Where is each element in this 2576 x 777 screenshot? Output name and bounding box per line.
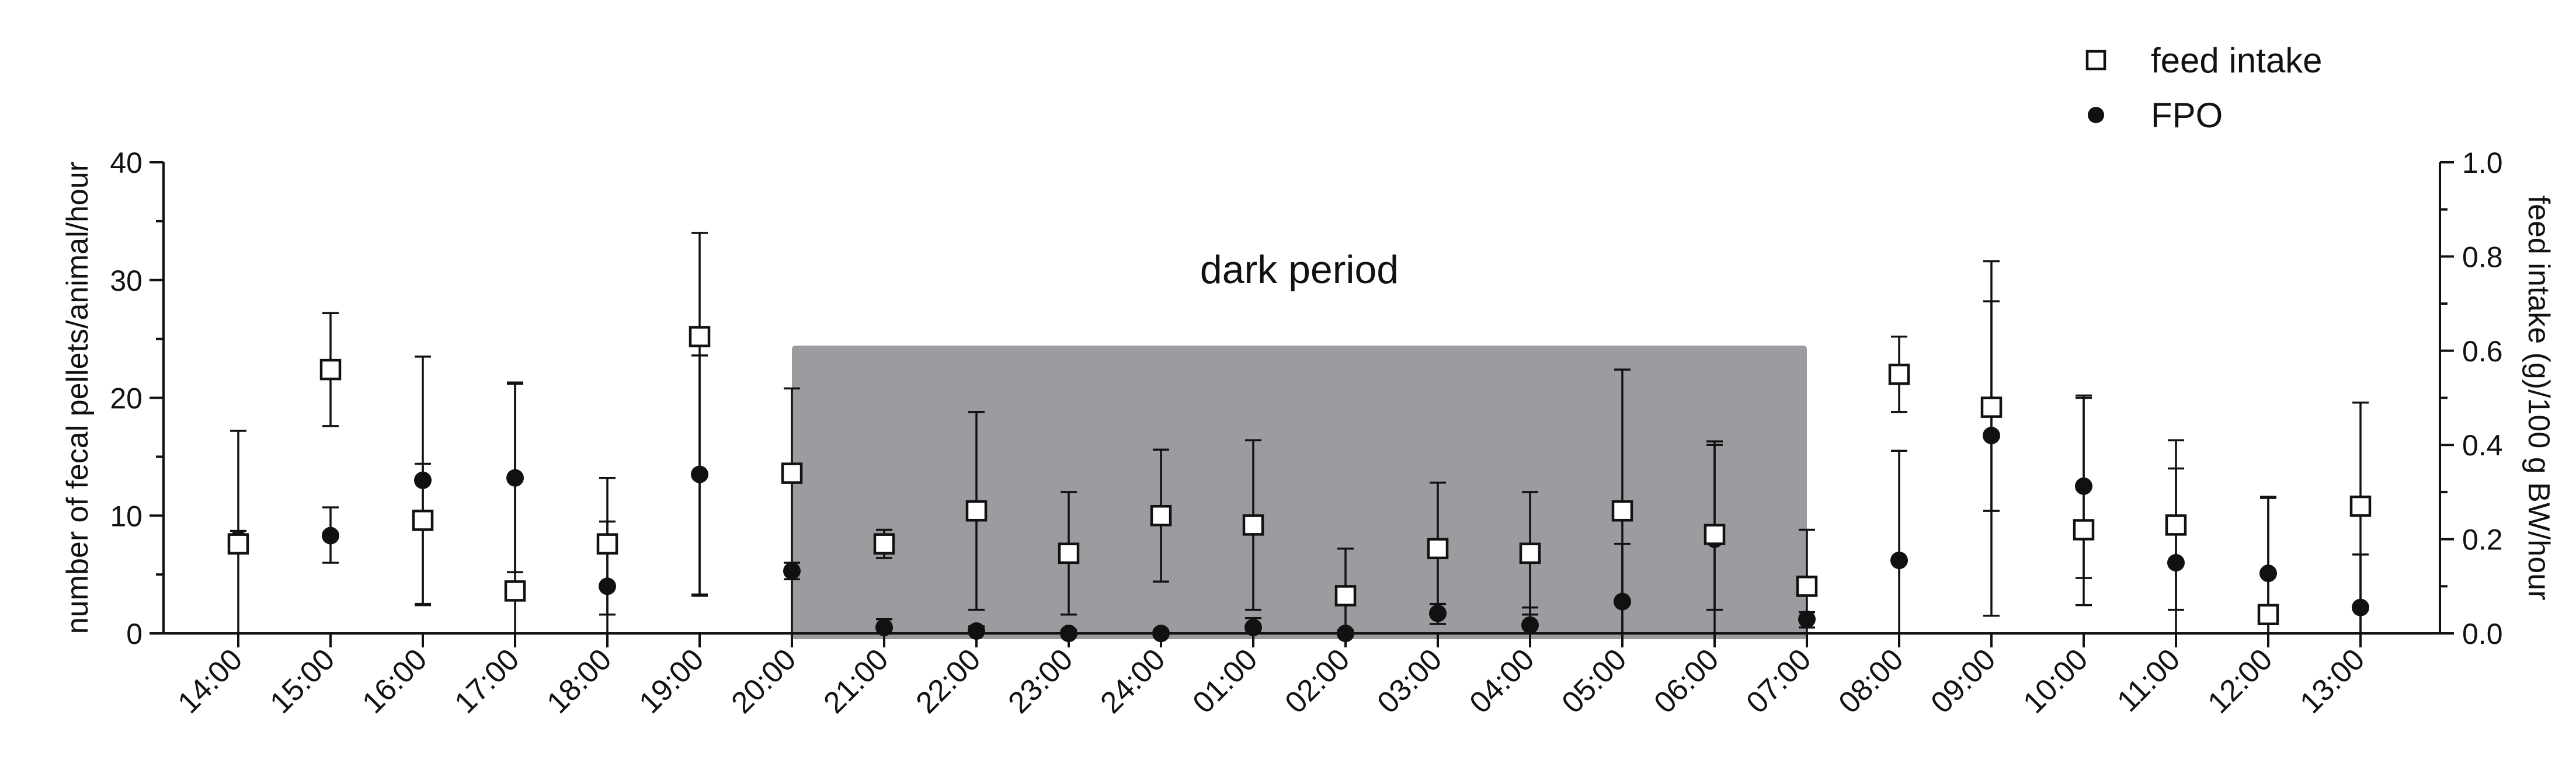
x-tick-label: 05:00: [1555, 642, 1633, 720]
x-tick-label: 07:00: [1740, 642, 1817, 720]
fpo-marker: [506, 469, 524, 487]
fpo-marker: [1798, 610, 1816, 628]
y-left-tick-label: 0: [126, 618, 142, 650]
fpo-marker: [875, 618, 893, 636]
fpo-marker: [783, 562, 801, 580]
x-tick-label: 01:00: [1186, 642, 1264, 720]
x-tick-label: 17:00: [448, 642, 526, 720]
y-left-tick-label: 20: [110, 382, 142, 415]
y-left-tick-label: 10: [110, 500, 142, 532]
x-tick-label: 18:00: [540, 642, 618, 720]
y-left-tick-label: 40: [110, 147, 142, 179]
feed-intake-marker: [781, 462, 803, 484]
feed-intake-marker: [1334, 585, 1357, 607]
x-tick-label: 20:00: [725, 642, 802, 720]
fpo-marker: [1337, 625, 1354, 642]
y-right-tick-label: 0.0: [2462, 618, 2503, 650]
fpo-marker: [1890, 551, 1908, 569]
feed-intake-marker: [2165, 514, 2187, 536]
dark-period-label: dark period: [1200, 248, 1399, 292]
y-right-tick-label: 0.4: [2462, 429, 2503, 462]
feed-intake-marker: [1427, 538, 1449, 559]
feed-intake-marker: [1888, 363, 1910, 385]
legend-feed-intake-label: feed intake: [2151, 41, 2323, 80]
markers-layer: [227, 326, 2372, 642]
fpo-marker: [2259, 565, 2277, 583]
x-tick-label: 21:00: [817, 642, 895, 720]
feed-intake-marker: [1519, 542, 1541, 565]
feed-intake-marker: [1150, 505, 1172, 527]
feed-intake-marker: [1980, 396, 2003, 418]
fpo-marker: [2167, 553, 2185, 572]
feed-intake-marker: [2349, 495, 2372, 517]
y-right-tick-label: 0.2: [2462, 524, 2503, 556]
x-tick-label: 02:00: [1278, 642, 1356, 720]
x-tick-label: 13:00: [2293, 642, 2371, 720]
x-tick-label: 06:00: [1647, 642, 1725, 720]
y-left-tick-label: 30: [110, 264, 142, 297]
x-tick-label: 08:00: [1832, 642, 1910, 720]
x-tick-label: 10:00: [2017, 642, 2094, 720]
feed-intake-marker: [412, 510, 434, 531]
x-tick-label: 16:00: [356, 642, 433, 720]
feed-intake-marker: [1611, 500, 1633, 522]
feed-intake-marker: [965, 500, 988, 522]
fpo-marker: [1521, 616, 1539, 634]
x-tick-label: 23:00: [1002, 642, 1079, 720]
fpo-marker: [1060, 625, 1077, 642]
fpo-marker: [1983, 427, 2000, 445]
x-tick-label: 15:00: [263, 642, 341, 720]
fpo-marker: [599, 577, 616, 595]
fpo-marker: [1429, 604, 1447, 622]
fpo-marker: [1244, 618, 1262, 636]
x-tick-label: 09:00: [1924, 642, 2002, 720]
legend: feed intake FPO: [2085, 41, 2323, 135]
legend-feed-intake-square-icon: [2085, 50, 2106, 71]
feed-intake-marker: [2073, 519, 2095, 541]
feed-intake-marker: [504, 580, 526, 602]
feed-intake-marker: [319, 358, 342, 381]
legend-fpo-circle-icon: [2088, 107, 2104, 123]
y-left-axis-title: number of fecal pellets/animal/hour: [61, 162, 95, 634]
dark-period-shade: [792, 346, 1807, 639]
feed-intake-marker: [227, 533, 249, 555]
feed-intake-marker: [873, 533, 895, 555]
x-tick-label: 12:00: [2201, 642, 2279, 720]
fpo-marker: [691, 465, 708, 483]
feed-intake-marker: [689, 326, 711, 347]
x-tick-label: 22:00: [909, 642, 987, 720]
feed-intake-marker: [1796, 576, 1818, 597]
x-tick-label: 19:00: [632, 642, 710, 720]
y-right-tick-label: 1.0: [2462, 147, 2503, 179]
fpo-marker: [2075, 477, 2092, 495]
fpo-marker: [1614, 593, 1631, 611]
x-tick-label: 11:00: [2111, 642, 2186, 718]
x-tick-label: 03:00: [1371, 642, 1448, 720]
y-right-tick-label: 0.8: [2462, 241, 2503, 273]
fpo-marker: [1152, 625, 1170, 642]
x-tick-label: 24:00: [1094, 642, 1171, 720]
legend-fpo-label: FPO: [2151, 96, 2223, 135]
y-right-axis-title: feed intake (g)/100 g BW/hour: [2522, 196, 2556, 601]
fpo-marker: [322, 527, 339, 545]
feed-intake-marker: [1242, 514, 1264, 536]
y-right-tick-label: 0.6: [2462, 335, 2503, 368]
fpo-marker: [968, 622, 985, 640]
x-tick-label: 14:00: [171, 642, 249, 720]
feed-intake-marker: [1704, 524, 1726, 545]
feed-intake-marker: [596, 533, 618, 555]
feed-intake-marker: [2257, 604, 2279, 625]
dark-period-shade-layer: [792, 346, 1807, 639]
fpo-marker: [414, 471, 432, 489]
fpo-marker: [2352, 598, 2369, 616]
x-tick-label: 04:00: [1463, 642, 1541, 720]
feed-intake-marker: [1058, 542, 1080, 565]
